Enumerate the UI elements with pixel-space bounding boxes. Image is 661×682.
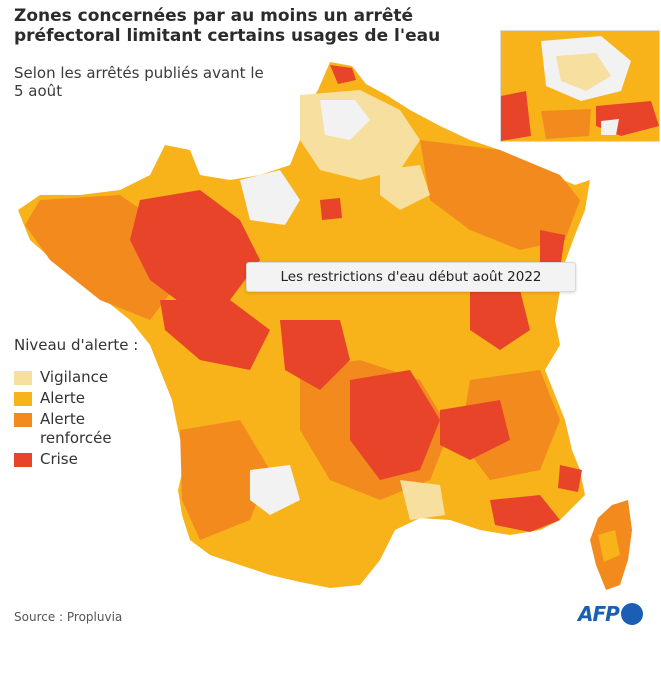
legend-swatch xyxy=(14,453,32,467)
zone-vigilance xyxy=(400,480,445,520)
zone-crise xyxy=(160,300,270,370)
zone-none xyxy=(240,170,300,225)
afp-logo-text: AFP xyxy=(578,602,620,626)
zone-crise xyxy=(320,198,342,220)
legend-title: Niveau d'alerte : xyxy=(14,336,139,354)
legend-swatch xyxy=(14,413,32,427)
hover-tooltip: Les restrictions d'eau début août 2022 xyxy=(246,262,576,292)
zone-crise xyxy=(558,465,582,492)
inset-map-graphic xyxy=(501,31,659,141)
zone-crise xyxy=(490,495,560,532)
zone-none xyxy=(320,100,370,140)
zone-crise xyxy=(280,320,350,390)
zone-alerte-renforcee xyxy=(180,420,270,540)
legend-item-alerte-renforcee: Alerte renforcée xyxy=(14,410,140,448)
zone-none xyxy=(250,465,300,515)
legend-swatch xyxy=(14,392,32,406)
legend-label: Alerte xyxy=(40,389,85,407)
zone-vigilance xyxy=(380,165,430,210)
legend-item-vigilance: Vigilance xyxy=(14,368,140,387)
zone-alerte-renforcee xyxy=(420,140,580,250)
legend: Niveau d'alerte : Vigilance Alerte Alert… xyxy=(14,336,140,471)
legend-label: Vigilance xyxy=(40,368,109,386)
legend-label: Crise xyxy=(40,450,78,468)
legend-label: Alerte renforcée xyxy=(40,410,112,447)
map-subtitle: Selon les arrêtés publiés avant le 5 aoû… xyxy=(14,64,264,100)
zone-crise xyxy=(330,65,356,84)
zone-crise xyxy=(440,400,510,460)
corsica-zone xyxy=(598,530,620,562)
zone-crise xyxy=(470,290,530,350)
zone-crise xyxy=(130,190,260,310)
zone-vigilance xyxy=(300,90,420,180)
legend-item-crise: Crise xyxy=(14,450,140,469)
source-note: Source : Propluvia xyxy=(14,610,123,624)
afp-logo-dot xyxy=(620,603,643,625)
zone-crise xyxy=(540,230,565,270)
legend-swatch xyxy=(14,371,32,385)
inset-map xyxy=(500,30,660,142)
map-title: Zones concernées par au moins un arrêté … xyxy=(14,6,441,46)
zone-crise xyxy=(350,370,440,480)
afp-logo: AFP xyxy=(578,602,643,626)
legend-item-alerte: Alerte xyxy=(14,389,140,408)
